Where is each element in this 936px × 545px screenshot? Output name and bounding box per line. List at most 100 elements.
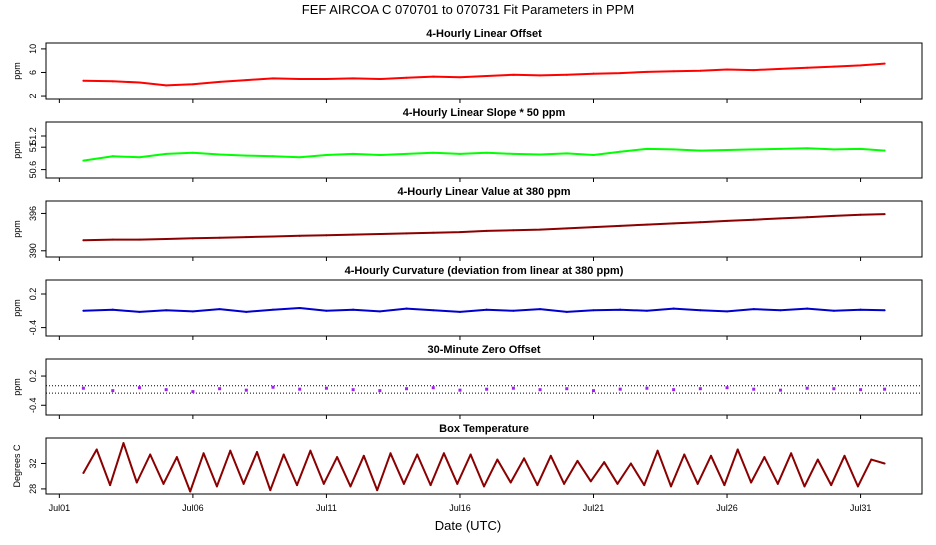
data-point [859,308,862,311]
data-point [565,227,568,230]
data-point [725,386,729,390]
data-point [298,387,302,391]
data-point [429,484,432,487]
data-point [272,155,275,158]
data-point [389,452,392,455]
y-axis-label: ppm [12,378,22,396]
data-point [191,310,194,313]
data-point [616,482,619,485]
data-point [456,482,459,485]
data-point [512,73,515,76]
data-point [378,232,381,235]
data-point [592,389,595,393]
data-point [82,159,85,162]
data-point [272,235,275,238]
data-point [282,453,285,456]
data-point [806,307,809,310]
data-point [469,453,472,456]
panel-3: 4-Hourly Linear Value at 380 ppm 390 396 pp… [12,186,923,261]
data-point [512,229,515,232]
data-point [245,236,248,239]
y-tick-label: 396 [28,206,38,221]
x-tick-label: Jul31 [850,503,872,513]
data-point [138,310,141,313]
data-point [859,64,862,67]
data-point [82,472,85,474]
x-tick-label: Jul26 [716,503,738,513]
y-axis-label: ppm [12,299,22,317]
x-tick-label: Jul21 [583,503,605,513]
data-point [218,153,221,156]
data-point [883,387,887,391]
x-axis-label: Date (UTC) [435,518,501,533]
data-point [645,147,648,150]
data-point [843,454,846,457]
data-point [352,77,355,80]
data-point [432,75,435,78]
data-point [699,149,702,152]
series-line [83,213,885,242]
data-point [298,307,301,309]
y-tick-label: 50.6 [28,161,38,179]
data-point [111,80,114,83]
panel-2: 4-Hourly Linear Slope * 50 ppm 50.6 5151.2… [12,107,923,182]
y-tick-label: 2 [28,94,38,99]
data-point [539,308,542,311]
data-point [244,388,248,392]
data-point [191,237,194,240]
data-point [563,482,566,485]
y-tick-label: 32 [28,458,38,468]
y-axis-label: ppm [12,141,22,159]
data-point [859,213,862,216]
data-point [619,308,622,311]
data-point [191,390,195,394]
data-point [696,482,699,485]
y-axis-label: ppm [12,62,22,80]
data-point [432,231,435,234]
data-point [485,75,488,78]
data-point [539,74,542,77]
data-point [805,386,809,390]
panel-title: 4-Hourly Linear Value at 380 ppm [397,186,570,198]
data-point [565,310,568,313]
data-point [165,84,168,87]
data-point [592,154,595,157]
y-tick-label: 28 [28,484,38,494]
data-point [405,307,408,310]
data-point [458,76,461,79]
plot-frame [45,42,923,100]
data-point [431,386,435,390]
data-point [856,485,859,488]
data-point [736,448,739,451]
data-point [699,69,702,72]
data-point [832,214,835,217]
y-tick-label: 390 [28,243,38,258]
y-tick-label: 10 [28,44,38,54]
data-point [138,238,141,241]
data-point [806,147,809,150]
data-point [539,228,542,231]
data-point [776,482,779,485]
data-point [352,152,355,155]
data-point [255,451,258,453]
data-point [683,453,686,456]
data-point [723,484,726,487]
data-point [272,77,275,80]
data-point [95,448,98,451]
data-point [111,308,114,311]
data-point [883,462,886,465]
data-point [109,484,112,487]
y-tick-label: 51 [28,142,38,152]
data-point [218,308,221,311]
data-point [405,76,408,79]
data-point [672,222,675,225]
data-point [806,66,809,69]
data-point [245,154,248,157]
data-point [752,308,755,311]
data-point [309,449,312,452]
data-point [618,387,622,391]
data-point [509,481,512,484]
data-point [511,386,515,390]
data-point [485,308,488,311]
